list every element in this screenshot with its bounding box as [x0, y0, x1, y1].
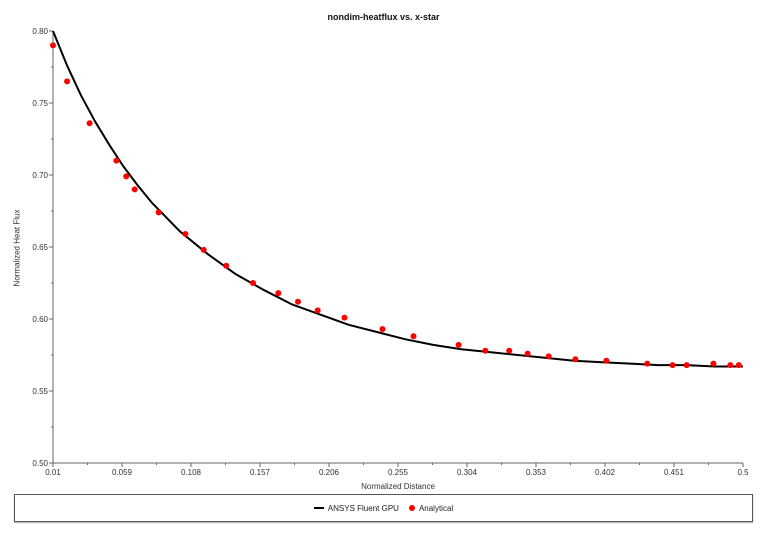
data-point [314, 307, 321, 314]
data-point [644, 360, 651, 367]
y-axis-label: Normalized Heat Flux [12, 209, 22, 287]
data-point [113, 157, 120, 164]
x-tick-label: 0.451 [664, 468, 685, 477]
x-tick-label: 0.402 [595, 468, 616, 477]
legend-item-ansys-fluent-gpu[interactable]: ANSYS Fluent GPU [313, 503, 399, 513]
data-point [295, 298, 301, 305]
data-point [123, 173, 130, 180]
x-tick-label: 0.5 [737, 468, 749, 477]
y-tick-label: 0.65 [32, 243, 48, 252]
x-tick-label: 0.01 [45, 468, 61, 477]
series-analytical [50, 42, 742, 369]
x-tick-label: 0.304 [457, 468, 478, 477]
data-point [50, 42, 56, 49]
data-point [683, 362, 690, 369]
x-tick-label: 0.255 [388, 468, 409, 477]
data-point [200, 246, 207, 253]
line-swatch-icon [313, 507, 324, 509]
data-point [727, 362, 734, 369]
data-point [669, 362, 676, 369]
data-point [506, 347, 513, 354]
data-point [710, 360, 717, 367]
dot-swatch-icon [408, 505, 415, 511]
data-point [275, 290, 282, 297]
y-tick-label: 0.70 [32, 171, 48, 180]
chart-title: nondim-heatflux vs. x-star [327, 12, 440, 22]
data-point [341, 314, 348, 321]
y-tick-label: 0.60 [32, 315, 48, 324]
x-tick-label: 0.206 [319, 468, 340, 477]
x-tick-label: 0.108 [181, 468, 202, 477]
data-point [131, 186, 138, 193]
x-axis-label: Normalized Distance [361, 482, 435, 491]
data-point [524, 350, 531, 357]
y-tick-label: 0.50 [32, 459, 48, 468]
data-point [379, 326, 386, 333]
data-point [86, 120, 93, 127]
data-point [64, 78, 71, 85]
data-point [482, 347, 489, 354]
x-tick-label: 0.059 [112, 468, 133, 477]
data-point [603, 357, 610, 364]
data-point [223, 262, 230, 269]
line-path [52, 30, 743, 368]
data-point [545, 353, 552, 360]
legend-item-analytical[interactable]: Analytical [408, 503, 454, 513]
data-point [735, 362, 742, 369]
x-tick-label: 0.353 [526, 468, 547, 477]
y-tick-label: 0.75 [32, 99, 48, 108]
y-tick-label: 0.55 [32, 387, 48, 396]
data-point [410, 333, 417, 340]
data-point [572, 356, 579, 363]
x-tick-label: 0.157 [250, 468, 271, 477]
y-tick-label: 0.80 [32, 27, 48, 36]
legend: ANSYS Fluent GPU Analytical [14, 494, 753, 522]
legend-label: Analytical [418, 503, 454, 513]
data-point [155, 209, 162, 216]
axes: 0.50 0.55 0.60 0.65 0.70 0.75 0.80 0.01 0.059 0.1… [32, 27, 749, 477]
data-point [250, 280, 256, 286]
legend-label: ANSYS Fluent GPU [327, 503, 399, 513]
data-point [182, 231, 189, 237]
series-ansys-fluent-gpu [52, 30, 743, 368]
data-point [455, 341, 462, 348]
